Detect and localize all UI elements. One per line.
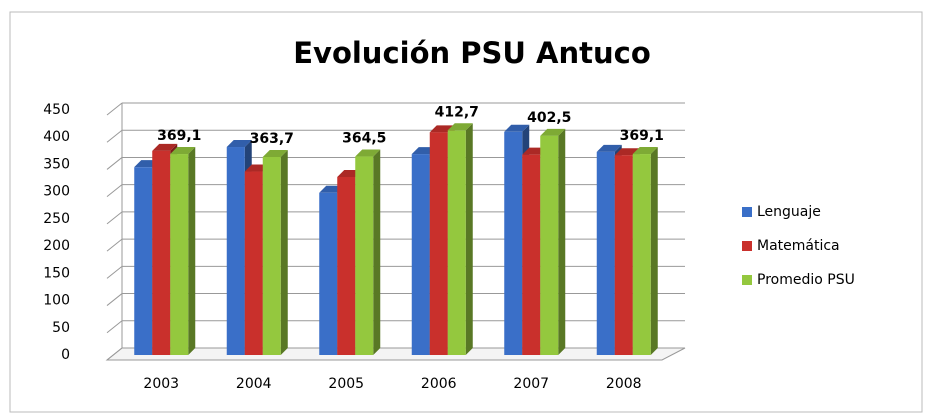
- grid-line-side: [106, 184, 123, 198]
- data-label: 363,7: [250, 131, 294, 147]
- legend-label: Promedio PSU: [757, 272, 855, 288]
- bar: [170, 154, 189, 355]
- bar: [355, 156, 374, 355]
- bar-top: [540, 128, 566, 136]
- data-label: 412,7: [435, 104, 479, 120]
- bar: [522, 154, 541, 355]
- x-tick-label: 2003: [143, 376, 179, 392]
- bar-side: [465, 123, 473, 356]
- grid-line-side: [106, 238, 123, 252]
- bar-side: [650, 147, 658, 355]
- legend-swatch: [742, 207, 752, 217]
- bar-side: [373, 149, 381, 355]
- grid-line-side: [106, 102, 123, 116]
- grid-line-side: [106, 265, 123, 279]
- data-label: 402,5: [527, 110, 571, 126]
- bar-top: [355, 149, 381, 157]
- y-tick-label: 300: [43, 184, 70, 200]
- legend-swatch: [742, 275, 752, 285]
- bar-top: [262, 149, 288, 157]
- grid-line-side: [106, 320, 123, 334]
- grid-line-side: [106, 293, 123, 306]
- bar-top: [596, 144, 622, 152]
- x-tick-label: 2006: [421, 376, 457, 392]
- y-tick-label: 200: [43, 238, 70, 254]
- x-tick-label: 2005: [328, 376, 364, 392]
- bar-side: [558, 128, 566, 355]
- bar: [596, 151, 615, 355]
- bar: [152, 150, 171, 355]
- y-tick-label: 250: [43, 211, 70, 227]
- legend-swatch: [742, 241, 752, 251]
- bar: [614, 155, 633, 355]
- bar-top: [226, 140, 252, 148]
- y-tick-label: 150: [43, 265, 70, 281]
- bar-top: [447, 123, 473, 131]
- grid-line-side: [106, 157, 123, 170]
- y-tick-label: 450: [43, 102, 70, 118]
- data-label: 364,5: [342, 131, 386, 147]
- chart-title: Evolución PSU Antuco: [293, 36, 651, 70]
- y-tick-label: 400: [43, 129, 70, 145]
- legend-label: Lenguaje: [757, 204, 821, 220]
- bar: [447, 130, 466, 355]
- bar-top: [152, 143, 178, 151]
- bar-top: [170, 147, 196, 155]
- y-tick-label: 100: [43, 293, 70, 309]
- bar-top: [504, 124, 530, 132]
- bar: [429, 132, 448, 355]
- bar: [504, 131, 523, 355]
- data-label: 369,1: [620, 128, 664, 144]
- bar: [632, 154, 651, 355]
- bar: [134, 167, 153, 355]
- bar: [540, 135, 559, 355]
- y-tick-label: 0: [61, 347, 70, 363]
- bar: [337, 176, 356, 355]
- bar-top: [632, 147, 658, 155]
- bar: [226, 147, 245, 355]
- bar: [411, 154, 430, 355]
- x-tick-label: 2004: [236, 376, 272, 392]
- x-tick-label: 2007: [513, 376, 549, 392]
- bar-side: [188, 147, 196, 355]
- bar: [319, 192, 338, 355]
- grid-line-side: [106, 129, 123, 143]
- x-tick-label: 2008: [606, 376, 642, 392]
- y-tick-label: 50: [52, 320, 70, 336]
- bar: [244, 171, 263, 355]
- data-label: 369,1: [157, 128, 201, 144]
- grid-line-side: [106, 347, 123, 361]
- grid-line-side: [106, 211, 123, 225]
- y-tick-label: 350: [43, 156, 70, 172]
- legend-label: Matemática: [757, 238, 840, 254]
- bar: [262, 156, 281, 355]
- bar-side: [280, 149, 288, 355]
